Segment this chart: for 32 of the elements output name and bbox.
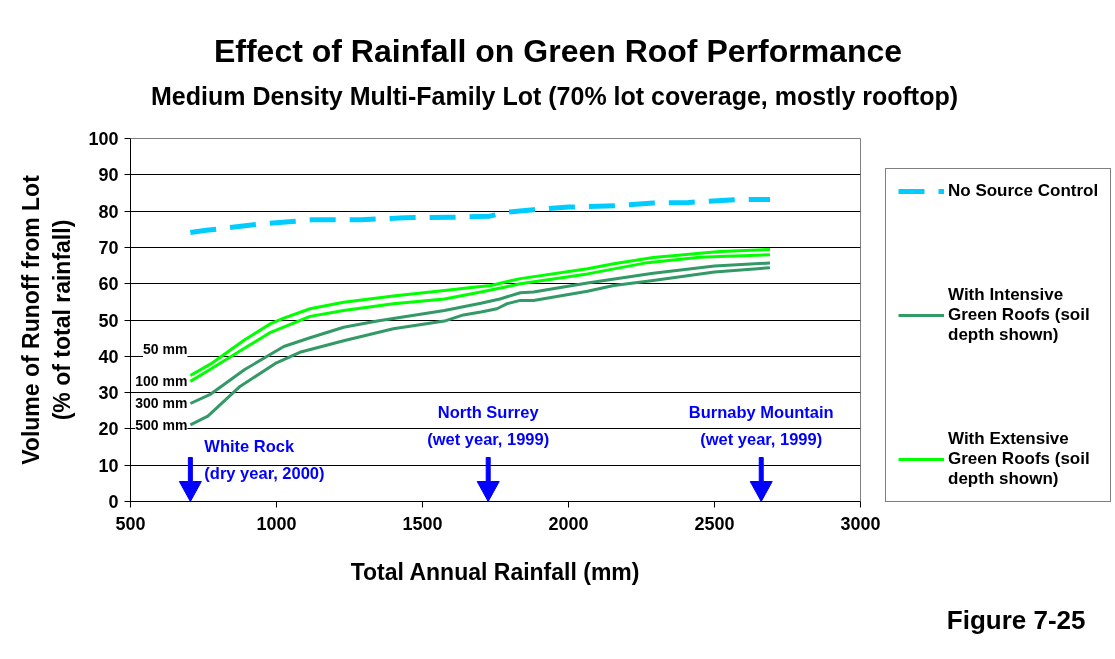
y-tick-label: 10 [98, 455, 119, 476]
y-tick-label: 100 [88, 129, 119, 149]
x-tick-label: 500 [115, 513, 146, 534]
chart-subtitle: Medium Density Multi-Family Lot (70% lot coverage, mostly rooftop) [151, 81, 959, 110]
annotation: 500 mm [135, 416, 188, 433]
y-tick-label: 60 [98, 274, 119, 295]
annotation: 300 mm [135, 395, 188, 412]
x-tick-label: 2500 [694, 513, 735, 534]
y-tick-label: 0 [108, 492, 119, 512]
x-axis-title: Total Annual Rainfall (mm) [350, 558, 640, 585]
ref-line-label: White Rock (dry year, 2000) [204, 437, 325, 482]
y-tick-label: 20 [98, 419, 119, 440]
x-tick-label: 1500 [402, 513, 443, 534]
y-tick-label: 30 [98, 383, 119, 404]
y-axis-title: Volume of Runoff from Lot (% of total rainfall) [18, 174, 76, 465]
legend-label: No Source Control [948, 181, 1099, 201]
x-tick-label: 3000 [840, 513, 881, 534]
annotation: 100 mm [135, 373, 188, 390]
y-tick-label: 40 [98, 346, 119, 367]
y-tick-label: 50 [98, 310, 119, 331]
legend-label: With Intensive Green Roofs (soil depth shown) [948, 285, 1090, 345]
caption: Figure 7-25 [946, 604, 1086, 635]
annotation: 50 mm [143, 341, 188, 358]
chart-title: Effect of Rainfall on Green Roof Performance [213, 32, 903, 69]
y-tick-label: 80 [98, 201, 119, 222]
ref-line-label: North Surrey (wet year, 1999) [427, 402, 550, 448]
x-tick-label: 2000 [548, 513, 589, 534]
x-tick-label: 1000 [256, 513, 297, 534]
ref-line-label: Burnaby Mountain (wet year, 1999) [688, 402, 834, 448]
y-tick-label: 70 [98, 237, 119, 258]
y-tick-label: 90 [98, 165, 119, 186]
legend-label: With Extensive Green Roofs (soil depth shown) [948, 429, 1090, 489]
